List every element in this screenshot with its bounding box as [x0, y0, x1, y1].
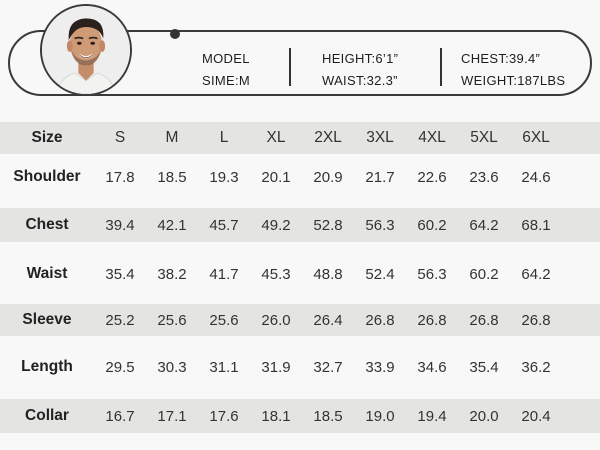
model-label: MODEL	[202, 51, 250, 66]
table-cell: 16.7	[105, 407, 135, 425]
table-row-length: Length 29.5 30.3 31.1 31.9 32.7 33.9 34.…	[0, 350, 600, 384]
table-cell: 64.2	[521, 265, 551, 283]
table-cell: 26.8	[417, 311, 447, 329]
row-label: Sleeve	[22, 311, 72, 328]
table-cell: 26.8	[469, 311, 499, 329]
table-cell: 26.8	[521, 311, 551, 329]
size-header-cell: 3XL	[366, 129, 394, 146]
size-header-cell: S	[114, 129, 126, 146]
table-cell: 29.5	[105, 358, 135, 376]
row-label: Collar	[25, 407, 69, 424]
model-avatar	[40, 4, 132, 96]
size-header-row: Size S M L XL 2XL 3XL 4XL 5XL 6XL	[0, 122, 600, 154]
table-cell: 31.1	[209, 358, 239, 376]
table-cell: 52.8	[313, 216, 343, 234]
table-cell: 39.4	[105, 216, 135, 234]
table-row-chest: Chest 39.4 42.1 45.7 49.2 52.8 56.3 60.2…	[0, 208, 600, 242]
table-cell: 18.1	[261, 407, 291, 425]
table-row-shoulder: Shoulder 17.8 18.5 19.3 20.1 20.9 21.7 2…	[0, 160, 600, 194]
info-divider-2	[440, 48, 442, 86]
table-cell: 25.6	[209, 311, 239, 329]
table-cell: 42.1	[157, 216, 187, 234]
table-cell: 56.3	[365, 216, 395, 234]
table-cell: 24.6	[521, 168, 551, 186]
model-measure-group: HEIGHT:6’1” WAIST:32.3”	[322, 48, 398, 92]
table-cell: 48.8	[313, 265, 343, 283]
table-cell: 36.2	[521, 358, 551, 376]
size-header-cell: L	[219, 129, 229, 146]
table-row-waist: Waist 35.4 38.2 41.7 45.3 48.8 52.4 56.3…	[0, 257, 600, 291]
table-cell: 25.6	[157, 311, 187, 329]
banner-dot	[170, 29, 180, 39]
table-row-collar: Collar 16.7 17.1 17.6 18.1 18.5 19.0 19.…	[0, 399, 600, 433]
table-cell: 31.9	[261, 358, 291, 376]
table-cell: 49.2	[261, 216, 291, 234]
table-cell: 52.4	[365, 265, 395, 283]
table-cell: 45.7	[209, 216, 239, 234]
size-header-cell: XL	[266, 129, 286, 146]
model-waist-text: WAIST:32.3”	[322, 73, 398, 88]
table-cell: 19.0	[365, 407, 395, 425]
row-label: Length	[21, 358, 73, 375]
table-cell: 20.1	[261, 168, 291, 186]
model-height-text: HEIGHT:6’1”	[322, 51, 399, 66]
table-cell: 34.6	[417, 358, 447, 376]
size-header-cell: 6XL	[522, 129, 550, 146]
table-row-sleeve: Sleeve 25.2 25.6 25.6 26.0 26.4 26.8 26.…	[0, 304, 600, 336]
table-cell: 64.2	[469, 216, 499, 234]
table-cell: 45.3	[261, 265, 291, 283]
table-cell: 20.0	[469, 407, 499, 425]
model-size-text: SIME:M	[202, 73, 251, 88]
table-cell: 38.2	[157, 265, 187, 283]
model-body-group: CHEST:39.4” WEIGHT:187LBS	[461, 48, 565, 92]
model-size-group: MODEL SIME:M	[202, 48, 250, 92]
table-cell: 17.6	[209, 407, 239, 425]
size-header-cell: 2XL	[314, 129, 342, 146]
row-label: Waist	[26, 265, 68, 282]
table-cell: 23.6	[469, 168, 499, 186]
table-cell: 35.4	[105, 265, 135, 283]
table-cell: 26.0	[261, 311, 291, 329]
table-cell: 26.8	[365, 311, 395, 329]
model-photo-icon	[42, 6, 130, 94]
row-label: Shoulder	[13, 168, 81, 185]
table-cell: 68.1	[521, 216, 551, 234]
table-cell: 35.4	[469, 358, 499, 376]
table-cell: 20.9	[313, 168, 343, 186]
table-cell: 18.5	[313, 407, 343, 425]
table-cell: 30.3	[157, 358, 187, 376]
table-cell: 60.2	[417, 216, 447, 234]
size-header-cell: 5XL	[470, 129, 498, 146]
model-chest-text: CHEST:39.4”	[461, 51, 541, 66]
size-header-cell: 4XL	[418, 129, 446, 146]
table-cell: 32.7	[313, 358, 343, 376]
table-cell: 17.1	[157, 407, 187, 425]
model-weight-text: WEIGHT:187LBS	[461, 73, 566, 88]
table-cell: 20.4	[521, 407, 551, 425]
info-divider-1	[289, 48, 291, 86]
row-label: Chest	[25, 216, 69, 233]
table-cell: 25.2	[105, 311, 135, 329]
table-cell: 19.4	[417, 407, 447, 425]
table-cell: 33.9	[365, 358, 395, 376]
table-cell: 17.8	[105, 168, 135, 186]
table-cell: 21.7	[365, 168, 395, 186]
table-cell: 41.7	[209, 265, 239, 283]
size-header-cell: M	[165, 129, 179, 146]
table-cell: 56.3	[417, 265, 447, 283]
table-cell: 60.2	[469, 265, 499, 283]
table-cell: 22.6	[417, 168, 447, 186]
table-cell: 26.4	[313, 311, 343, 329]
size-header-label: Size	[31, 129, 63, 146]
table-cell: 19.3	[209, 168, 239, 186]
table-cell: 18.5	[157, 168, 187, 186]
